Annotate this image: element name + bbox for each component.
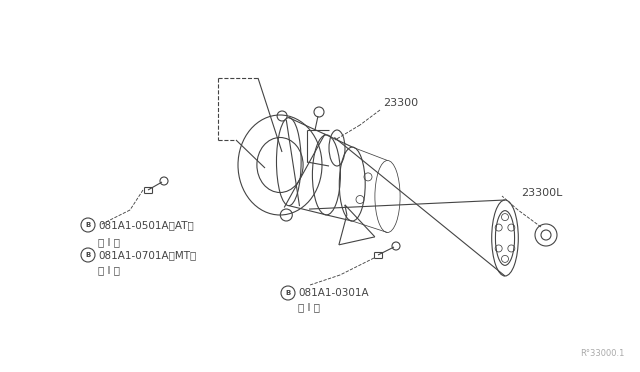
Text: （ I ）: （ I ）: [98, 265, 120, 275]
Text: 081A1-0701A〈MT〉: 081A1-0701A〈MT〉: [98, 250, 196, 260]
Text: （ I ）: （ I ）: [98, 237, 120, 247]
Text: （ I ）: （ I ）: [298, 302, 320, 312]
Text: 081A1-0501A〈AT〉: 081A1-0501A〈AT〉: [98, 220, 194, 230]
Text: 081A1-0301A: 081A1-0301A: [298, 288, 369, 298]
Text: R°33000.1: R°33000.1: [580, 349, 625, 358]
Text: B: B: [285, 290, 291, 296]
Text: B: B: [85, 252, 91, 258]
Text: 23300L: 23300L: [521, 188, 563, 198]
Text: 23300: 23300: [383, 98, 418, 108]
Text: B: B: [85, 222, 91, 228]
